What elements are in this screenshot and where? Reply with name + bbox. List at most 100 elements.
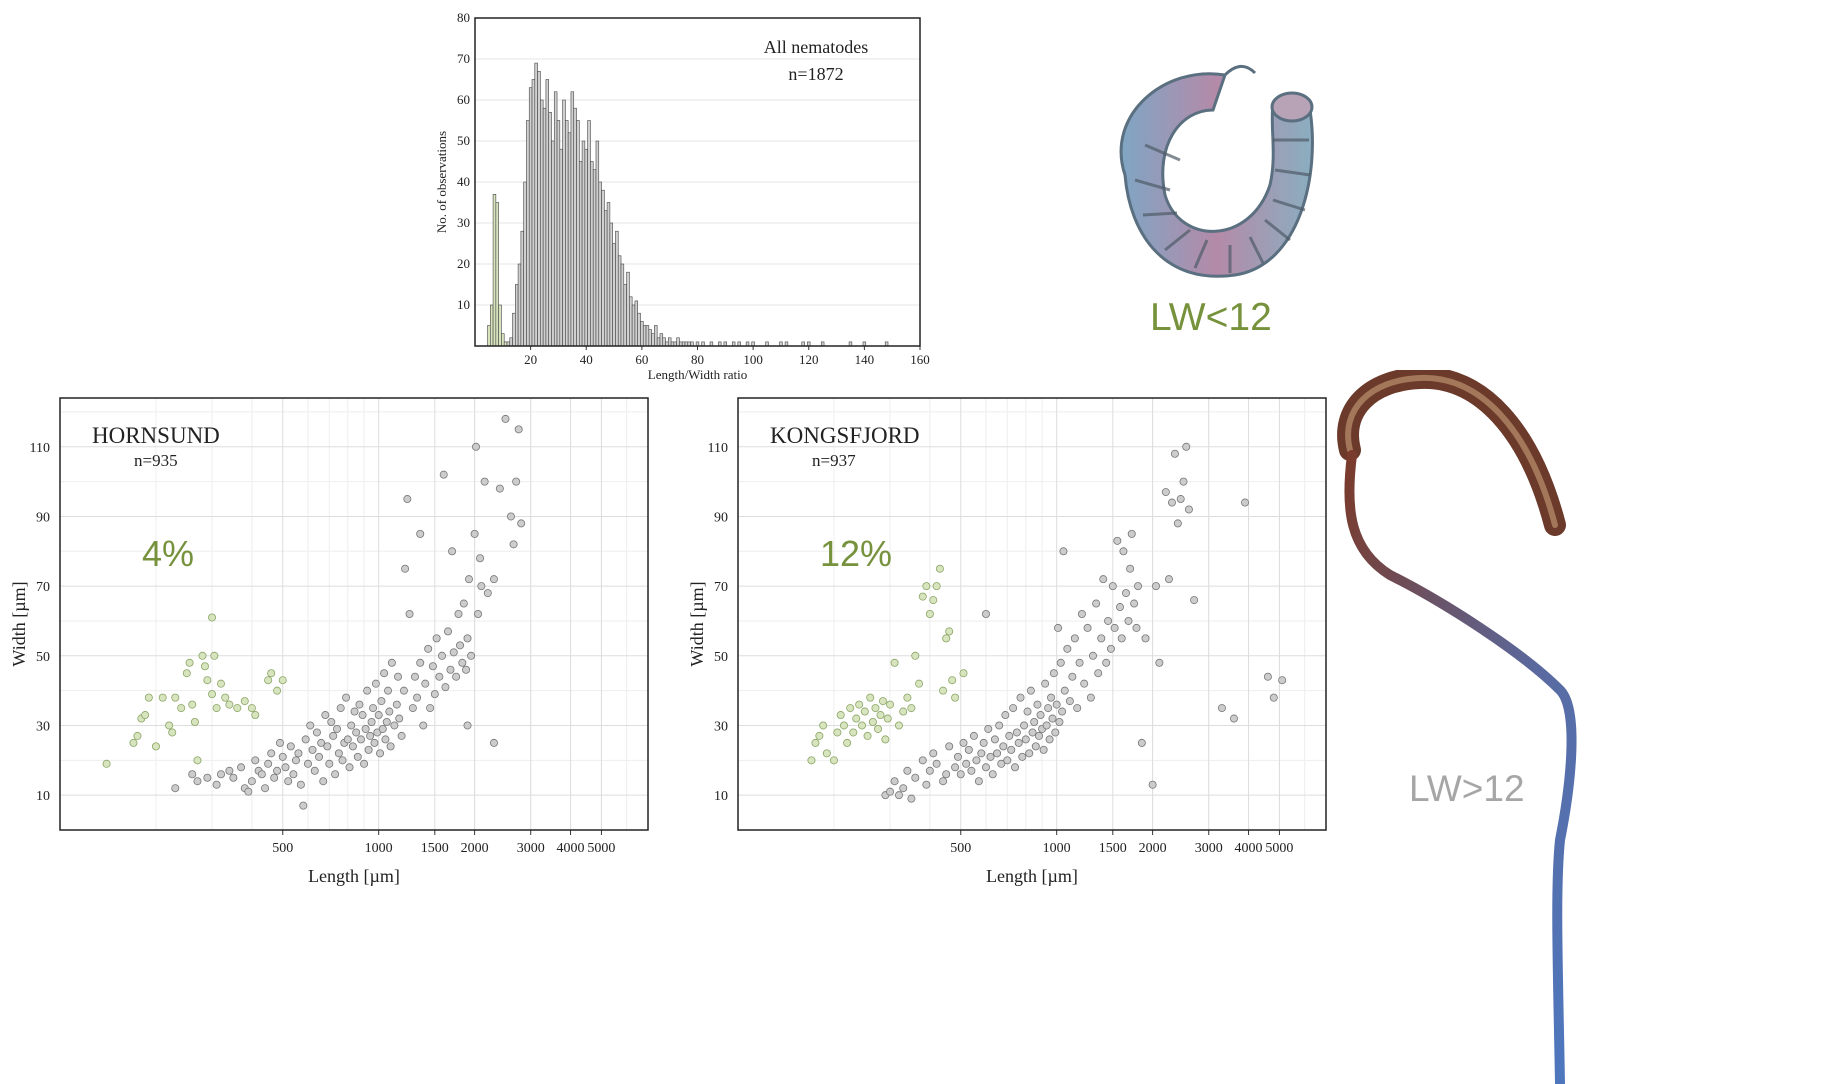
hornsund-point xyxy=(267,749,276,758)
hornsund-point xyxy=(303,759,312,768)
kongsfjord-point xyxy=(1137,738,1146,747)
kongsfjord-point xyxy=(876,711,885,720)
hornsund-scatter-chart: 10 30 50 70 90 110 500 1000 1500 2000 3000 4000 5000… xyxy=(9,397,649,886)
kongsfjord-point xyxy=(1119,547,1128,556)
hist-bar xyxy=(637,312,641,347)
hornsund-point xyxy=(312,728,321,737)
hist-bar xyxy=(626,271,630,347)
kongsfjord-point xyxy=(925,609,934,618)
hornsund-point xyxy=(428,662,437,671)
kongsfjord-point xyxy=(918,592,927,601)
kongsfjord-point xyxy=(1092,599,1101,608)
hornsund-point xyxy=(345,763,354,772)
hist-bar xyxy=(523,181,527,347)
hist-bar xyxy=(559,148,563,347)
hornsund-point xyxy=(514,425,523,434)
kongsfjord-point xyxy=(1018,752,1027,761)
hornsund-point xyxy=(449,648,458,657)
hornsund-point xyxy=(212,704,221,713)
kongsfjord-point xyxy=(1217,704,1226,713)
hist-bar xyxy=(553,91,558,347)
hist-bar xyxy=(604,210,608,347)
hornsund-point xyxy=(301,735,310,744)
hornsund-point xyxy=(380,669,389,678)
slender-nematode-micrograph xyxy=(1337,370,1577,1084)
hornsund-point xyxy=(382,717,391,726)
kongsfjord-point xyxy=(1025,749,1034,758)
kongsfjord-point xyxy=(874,724,883,733)
hist-bar xyxy=(590,161,594,347)
hist-ytick-label: 50 xyxy=(457,133,470,148)
hist-ytick-label: 70 xyxy=(457,51,470,66)
hornsund-point xyxy=(237,763,246,772)
kongsfjord-point xyxy=(1020,721,1029,730)
hornsund-point xyxy=(374,711,383,720)
kongsfjord-point xyxy=(1052,700,1061,709)
kongsfjord-point xyxy=(1141,634,1150,643)
hornsund-point xyxy=(477,582,486,591)
hornsund-point xyxy=(216,679,225,688)
hornsund-point xyxy=(426,704,435,713)
kongsfjord-point xyxy=(907,794,916,803)
hornsund-point xyxy=(286,742,295,751)
hornsund-point xyxy=(141,711,150,720)
kongsfjord-point xyxy=(1031,742,1040,751)
hornsund-point xyxy=(464,575,473,584)
kongsfjord-point xyxy=(1126,564,1135,573)
hornsund-point xyxy=(369,704,378,713)
hornsund-point xyxy=(185,658,194,667)
kongsfjord-point xyxy=(1016,693,1025,702)
hornsund-point xyxy=(439,470,448,479)
hornsund-point xyxy=(512,477,521,486)
kongsfjord-point xyxy=(1184,505,1193,514)
hornsund-point xyxy=(133,731,142,740)
kongsfjord-xtick-label: 5000 xyxy=(1265,841,1293,856)
kongsfjord-point xyxy=(1039,745,1048,754)
hornsund-point xyxy=(413,693,422,702)
hornsund-point xyxy=(476,554,485,563)
kongsfjord-point xyxy=(939,686,948,695)
kongsfjord-point xyxy=(1170,449,1179,458)
hornsund-point xyxy=(405,609,414,618)
hornsund-point xyxy=(208,690,217,699)
hist-bar xyxy=(551,140,555,347)
hornsund-xtick-label: 3000 xyxy=(517,841,545,856)
hornsund-point xyxy=(501,414,510,423)
hist-ylabel: No. of observations xyxy=(434,131,449,233)
hist-bar xyxy=(542,107,547,347)
hornsund-point xyxy=(356,735,365,744)
kongsfjord-point xyxy=(1086,693,1095,702)
kongsfjord-point xyxy=(964,745,973,754)
kongsfjord-frame xyxy=(737,397,1327,831)
hist-bar xyxy=(509,337,513,347)
kongsfjord-point xyxy=(911,651,920,660)
kongsfjord-point xyxy=(903,693,912,702)
kongsfjord-point xyxy=(1164,575,1173,584)
hornsund-point xyxy=(329,731,338,740)
hornsund-point xyxy=(506,512,515,521)
kongsfjord-point xyxy=(894,791,903,800)
kongsfjord-point xyxy=(1047,693,1056,702)
hist-bar xyxy=(573,107,577,347)
hornsund-point xyxy=(165,721,174,730)
hist-ytick-label: 40 xyxy=(457,174,470,189)
hornsund-point xyxy=(366,731,375,740)
kongsfjord-point xyxy=(1044,704,1053,713)
hornsund-point xyxy=(251,711,260,720)
hornsund-point xyxy=(144,693,153,702)
hornsund-point xyxy=(489,738,498,747)
hist-bar xyxy=(548,112,552,347)
hornsund-point xyxy=(129,738,138,747)
hist-bar xyxy=(545,79,550,347)
kongsfjord-point xyxy=(1161,488,1170,497)
hornsund-point xyxy=(483,589,492,598)
hornsund-point xyxy=(284,777,293,786)
hornsund-point xyxy=(416,529,425,538)
hornsund-point xyxy=(273,766,282,775)
kongsfjord-point xyxy=(1055,717,1064,726)
kongsfjord-point xyxy=(1278,676,1287,685)
kongsfjord-point xyxy=(1094,669,1103,678)
hornsund-ytick-label: 50 xyxy=(36,650,50,665)
kongsfjord-point xyxy=(815,731,824,740)
hornsund-point xyxy=(264,759,273,768)
